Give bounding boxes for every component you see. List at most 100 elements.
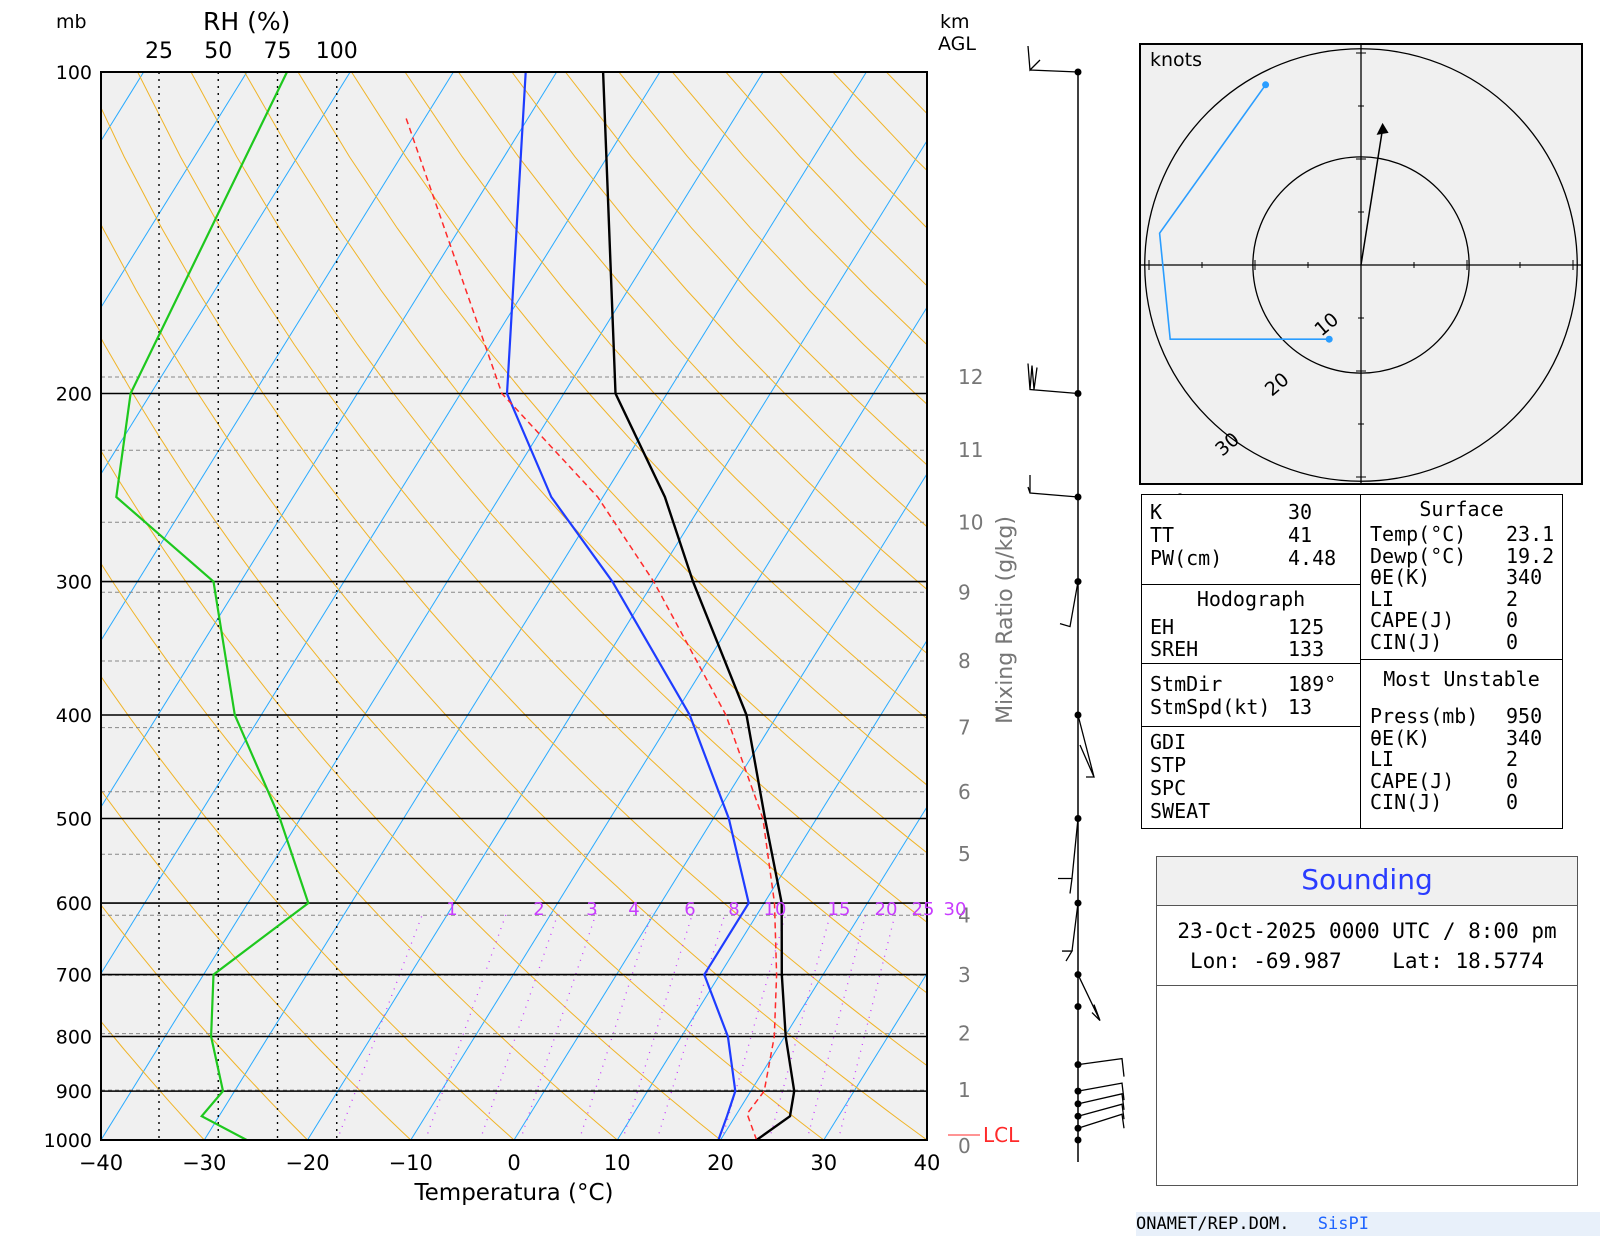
plot-border xyxy=(100,71,928,1141)
index-label: CIN(J) xyxy=(1370,629,1443,654)
temperature-tick-label: 20 xyxy=(707,1151,734,1175)
index-value: 30 xyxy=(1288,500,1313,524)
index-value: 41 xyxy=(1288,523,1313,547)
rh-tick-label: 50 xyxy=(204,39,232,64)
indices-vertical-divider xyxy=(1360,495,1361,828)
mixing-ratio-tick-label: 6 xyxy=(684,899,695,920)
temperature-tick-label: 30 xyxy=(810,1151,837,1175)
pressure-tick-label: 600 xyxy=(56,893,92,915)
dry-adiabat-line xyxy=(404,72,927,655)
sounding-title: Sounding xyxy=(1301,863,1433,896)
isotherm-line xyxy=(513,472,927,1140)
index-value: 340 xyxy=(1506,565,1543,589)
km-tick-label: 3 xyxy=(958,963,971,987)
isotherm-line xyxy=(101,72,558,808)
wind-barb xyxy=(1027,363,1079,395)
pressure-tick-label: 1000 xyxy=(44,1130,92,1152)
isotherm-line xyxy=(307,139,927,1140)
mixing-ratio-tick-label: 20 xyxy=(875,899,898,920)
sounding-divider xyxy=(1157,985,1577,986)
index-label: StmSpd(kt) xyxy=(1150,695,1271,719)
dry-adiabat-line xyxy=(297,72,927,786)
km-tick-label: 1 xyxy=(958,1078,971,1102)
indices-panel: K 30 TT 41 PW(cm) 4.48 Hodograph EH 125 SREH 133 St… xyxy=(1141,494,1563,829)
mixing-ratio-line xyxy=(519,912,597,1140)
isotherm-line xyxy=(720,805,927,1140)
mixing-ratio-tick-label: 1 xyxy=(446,899,457,920)
index-value: 23.1 xyxy=(1506,522,1555,546)
dry-adiabat-line xyxy=(101,223,927,1140)
index-label: STP xyxy=(1150,753,1187,777)
mixing-ratio-line xyxy=(578,912,653,1140)
index-label: PW(cm) xyxy=(1150,546,1223,570)
indices-divider xyxy=(1142,584,1360,585)
plot-background xyxy=(101,72,927,1140)
temperature-tick-label: −30 xyxy=(182,1151,226,1175)
wind-barb xyxy=(1077,714,1095,778)
footer-credits: ONAMET/REP.DOM. SisPI xyxy=(1136,1212,1600,1236)
index-label: SREH xyxy=(1150,637,1199,661)
isotherm-line xyxy=(203,72,867,1140)
index-value: 2 xyxy=(1506,586,1519,611)
km-tick-label: 10 xyxy=(958,510,983,534)
mixing-ratio-tick-label: 25 xyxy=(912,899,935,920)
km-tick-label: 7 xyxy=(958,716,971,740)
dry-adiabat-line xyxy=(457,72,927,591)
indices-divider xyxy=(1142,663,1360,664)
index-value: 125 xyxy=(1288,615,1325,639)
mixing-ratio-tick-label: 8 xyxy=(728,899,739,920)
dry-adiabat-line xyxy=(101,337,825,1140)
km-tick-label: 9 xyxy=(958,580,971,604)
temperature-profile xyxy=(601,72,796,1140)
km-tick-label: 2 xyxy=(958,1022,971,1046)
rh-tick-label: 100 xyxy=(316,39,358,64)
sounding-info-panel: Sounding 23-Oct-2025 0000 UTC / 8:00 pm … xyxy=(1156,856,1578,1186)
sounding-title-bar xyxy=(1157,857,1577,906)
rh-tick-label: 25 xyxy=(145,39,173,64)
temperature-tick-label: −40 xyxy=(79,1151,123,1175)
rh-profile xyxy=(115,72,310,1140)
index-label: CIN(J) xyxy=(1370,790,1443,814)
wind-barb xyxy=(1077,974,1101,1022)
dry-adiabat-line xyxy=(511,72,927,528)
km-unit-label: km xyxy=(940,11,970,33)
index-label: SPC xyxy=(1150,776,1187,800)
parcel-profile xyxy=(404,115,778,1140)
index-value: 189° xyxy=(1288,672,1337,696)
hodograph-header: Hodograph xyxy=(1196,587,1306,611)
index-value: 4.48 xyxy=(1288,546,1337,570)
mixing-ratio-axis-label: Mixing Ratio (g/kg) xyxy=(993,516,1018,724)
temperature-tick-label: 10 xyxy=(604,1151,631,1175)
temperature-tick-label: −10 xyxy=(389,1151,433,1175)
isotherm-line xyxy=(410,306,927,1140)
pressure-tick-label: 800 xyxy=(56,1027,92,1049)
dry-adiabat-line xyxy=(101,675,515,1140)
wind-barb xyxy=(1077,1103,1125,1120)
wind-barb xyxy=(1027,474,1079,498)
pressure-tick-label: 500 xyxy=(56,808,92,830)
index-label: TT xyxy=(1150,523,1175,547)
index-value: 2 xyxy=(1506,747,1519,771)
isotherm-line xyxy=(101,72,764,1140)
isotherm-line xyxy=(616,639,927,1140)
dry-adiabat-line xyxy=(190,72,927,923)
hodograph-point xyxy=(1325,335,1333,343)
km-tick-label: 4 xyxy=(958,903,971,927)
index-value: 950 xyxy=(1506,704,1543,728)
temperature-tick-label: 40 xyxy=(914,1151,941,1175)
index-label: StmDir xyxy=(1150,672,1223,696)
pressure-tick-label: 900 xyxy=(56,1081,92,1103)
dewpoint-profile xyxy=(505,72,750,1140)
pressure-tick-label: 700 xyxy=(56,965,92,987)
index-value: 0 xyxy=(1506,790,1519,814)
index-label: GDI xyxy=(1150,730,1187,754)
index-label: K xyxy=(1150,500,1163,524)
wind-barb xyxy=(1077,1082,1125,1101)
index-label: LI xyxy=(1370,586,1395,611)
wind-barb xyxy=(1077,1113,1125,1129)
dry-adiabat-line xyxy=(101,904,308,1140)
mixing-ratio-tick-label: 30 xyxy=(944,899,967,920)
isotherm-line xyxy=(101,72,661,975)
km-tick-label: 8 xyxy=(958,649,971,673)
